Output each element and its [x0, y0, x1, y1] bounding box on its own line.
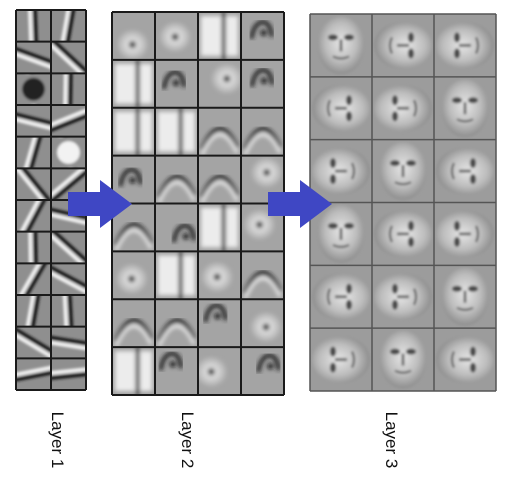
- layer-1-tile: [16, 73, 51, 106]
- layer-2-tile: [155, 155, 198, 204]
- layer-3-tile: [310, 14, 372, 77]
- layer-3-tile: [372, 328, 434, 391]
- arrow-1: [68, 180, 132, 228]
- arrows: [68, 180, 332, 228]
- layer-3-tile: [310, 328, 372, 391]
- layer-3-tile: [372, 139, 434, 203]
- layer-2-tile: [198, 12, 241, 60]
- layer-2-tile: [155, 12, 198, 60]
- layer-2-tile: [155, 107, 198, 156]
- layer-2-tile: [112, 12, 155, 60]
- layer-2-tile: [198, 59, 241, 108]
- layer-2-filter-grid: [111, 11, 285, 396]
- layer-3-tile: [310, 265, 372, 329]
- layer-3-label: Layer 3: [382, 411, 401, 469]
- layer-3-tile: [434, 265, 496, 329]
- layer-2-tile: [198, 251, 241, 300]
- layer-2-tile: [241, 299, 284, 348]
- layer-1-tile: [51, 10, 86, 42]
- layer-3-tile: [434, 14, 496, 77]
- layer-2-tile: [155, 203, 198, 252]
- layer-1-filter-grid: [15, 9, 87, 391]
- layer-2-tile: [198, 347, 241, 395]
- layer-3-tile: [372, 202, 434, 266]
- layer-2-tile: [198, 299, 241, 348]
- layer-1-tile: [16, 41, 51, 74]
- layer-3-filter-grid: [309, 13, 497, 392]
- layer-3-tile: [372, 76, 434, 140]
- layer-2-tile: [112, 299, 155, 348]
- layer-2-tile: [241, 107, 284, 156]
- layer-1-tile: [51, 73, 86, 106]
- layer-2-tile: [241, 347, 284, 395]
- arrow-2: [268, 180, 332, 228]
- layer-1-tile: [16, 136, 51, 169]
- layer-1-tile: [16, 10, 51, 42]
- layer-2-tile: [241, 251, 284, 300]
- layer-3-tile: [434, 328, 496, 391]
- layer-2-tile: [112, 107, 155, 156]
- layer-1-tile: [51, 136, 86, 169]
- layer-2-tile: [155, 251, 198, 300]
- layer-2-tile: [241, 12, 284, 60]
- layer-3-tile: [372, 265, 434, 329]
- layer-2-tile: [155, 347, 198, 395]
- layer-3-tile: [434, 76, 496, 140]
- layer-3-tile: [372, 14, 434, 77]
- layer-1-tile: [16, 295, 51, 327]
- layer-2-tile: [112, 59, 155, 108]
- layer-3-tile: [310, 139, 372, 203]
- layer-1-tile: [16, 231, 51, 264]
- layer-3-tile: [310, 76, 372, 140]
- layer-2-tile: [198, 107, 241, 156]
- layer-2-tile: [155, 59, 198, 108]
- layer-3-tile: [434, 202, 496, 266]
- layer-2-label: Layer 2: [178, 411, 197, 469]
- layer-1-tile: [16, 263, 51, 296]
- layer-2-tile: [112, 347, 155, 395]
- layer-2-tile: [198, 155, 241, 204]
- layer-3-tile: [434, 139, 496, 203]
- layer-1-tile: [51, 231, 86, 264]
- layer-2-tile: [241, 59, 284, 108]
- layer-2-tile: [155, 299, 198, 348]
- layer-2-tile: [112, 251, 155, 300]
- layer-2-tile: [198, 203, 241, 252]
- layer-3-tile: [310, 202, 372, 266]
- layer-1-label: Layer 1: [48, 411, 67, 469]
- layer-1-tile: [51, 295, 86, 327]
